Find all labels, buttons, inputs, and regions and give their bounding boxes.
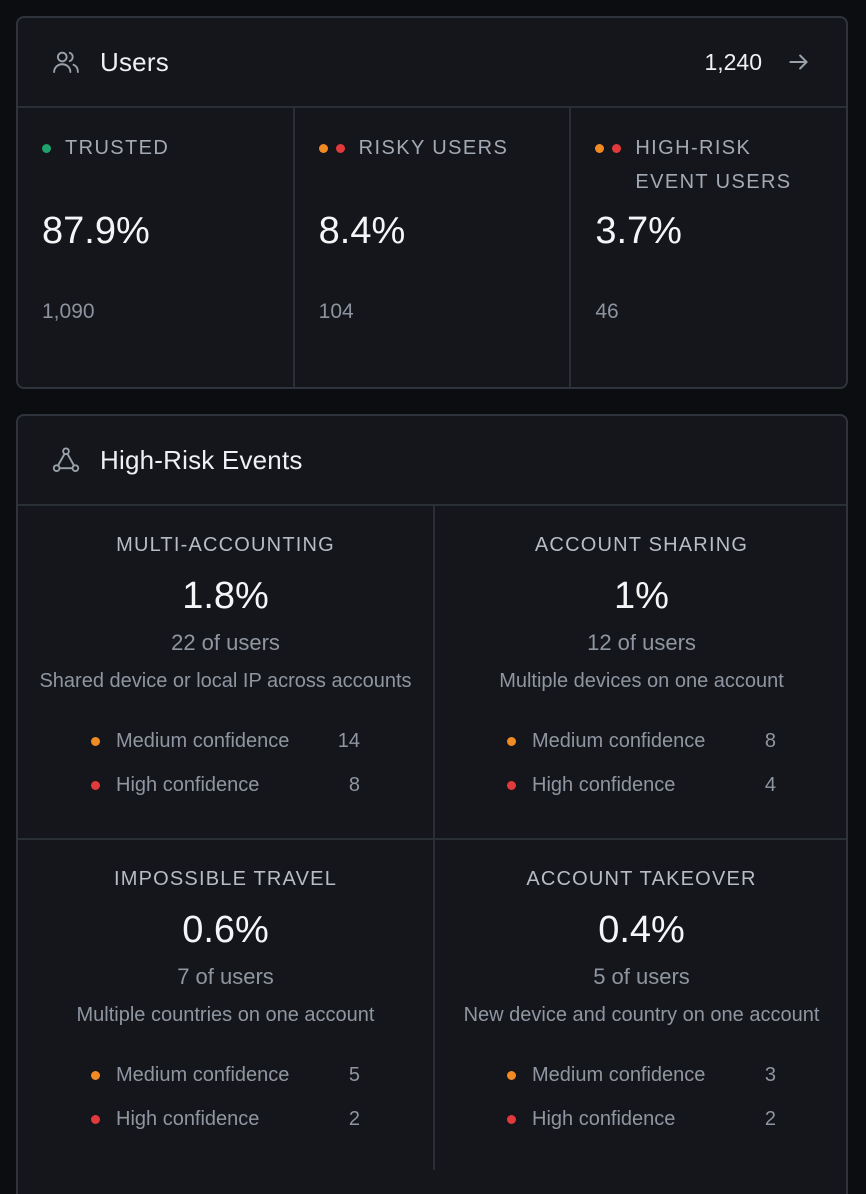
stat-count: 104 [318, 300, 354, 323]
status-dots [318, 136, 345, 160]
event-users: 7 of users [177, 964, 274, 989]
stat-label: TRUSTED [65, 137, 170, 159]
stat-value: 87.9% [42, 210, 150, 252]
confidence-count: 4 [764, 773, 776, 796]
stat-label: HIGH-RISK EVENT USERS [635, 137, 792, 193]
stat-value: 3.7% [595, 210, 682, 252]
high-confidence-row: High confidence 4 [507, 763, 776, 807]
red-dot [507, 1114, 516, 1124]
high-confidence-row: High confidence 2 [507, 1097, 776, 1141]
medium-confidence-row: Medium confidence 5 [91, 1053, 360, 1097]
event-description: Shared device or local IP across account… [39, 670, 412, 692]
orange-dot [507, 1070, 516, 1080]
medium-confidence-row: Medium confidence 3 [507, 1053, 776, 1097]
event-title: MULTI-ACCOUNTING [116, 534, 335, 556]
events-card-header: High-Risk Events [18, 416, 846, 506]
event-value: 0.4% [598, 909, 685, 951]
event-users: 12 of users [587, 630, 696, 655]
confidence-list: Medium confidence 8 High confidence 4 [507, 719, 776, 807]
confidence-count: 14 [337, 729, 360, 752]
event-title: ACCOUNT SHARING [534, 534, 749, 556]
status-dots [42, 136, 51, 160]
confidence-list: Medium confidence 14 High confidence 8 [91, 719, 360, 807]
event-users: 22 of users [171, 630, 280, 655]
orange-dot [91, 1070, 100, 1080]
orange-dot [91, 736, 100, 746]
high-risk-events-card: High-Risk Events MULTI-ACCOUNTING 1.8% 2… [16, 414, 848, 1194]
users-icon [50, 46, 82, 78]
red-dot [335, 143, 345, 153]
orange-dot [318, 143, 328, 153]
event-description: Multiple devices on one account [499, 670, 784, 692]
green-dot [42, 143, 51, 153]
confidence-label: Medium confidence [532, 729, 706, 752]
confidence-label: High confidence [532, 773, 676, 796]
event-impossible-travel[interactable]: IMPOSSIBLE TRAVEL 0.6% 7 of users Multip… [18, 838, 433, 1170]
confidence-label: Medium confidence [116, 1063, 290, 1086]
confidence-label: High confidence [116, 1107, 260, 1130]
medium-confidence-row: Medium confidence 8 [507, 719, 776, 763]
stat-value: 8.4% [318, 210, 406, 252]
confidence-count: 3 [764, 1063, 776, 1086]
event-value: 0.6% [182, 909, 269, 951]
stat-high-risk-event-users: HIGH-RISK EVENT USERS 3.7% 46 [569, 108, 846, 387]
event-value: 1% [614, 575, 669, 617]
users-total: 1,240 [704, 48, 762, 75]
medium-confidence-row: Medium confidence 14 [91, 719, 360, 763]
high-confidence-row: High confidence 8 [91, 763, 360, 807]
status-dots [595, 136, 622, 160]
event-account-takeover[interactable]: ACCOUNT TAKEOVER 0.4% 5 of users New dev… [433, 838, 846, 1170]
confidence-count: 2 [764, 1107, 776, 1130]
event-users: 5 of users [593, 964, 690, 989]
red-dot [507, 780, 516, 790]
confidence-label: High confidence [116, 773, 260, 796]
event-account-sharing[interactable]: ACCOUNT SHARING 1% 12 of users Multiple … [433, 506, 846, 838]
event-title: ACCOUNT TAKEOVER [526, 868, 757, 890]
red-dot [91, 1114, 100, 1124]
users-card: Users 1,240 TRUSTED 87.9% 1,090 [16, 16, 848, 389]
event-multi-accounting[interactable]: MULTI-ACCOUNTING 1.8% 22 of users Shared… [18, 506, 433, 838]
confidence-list: Medium confidence 5 High confidence 2 [91, 1053, 360, 1141]
confidence-label: High confidence [532, 1107, 676, 1130]
events-title: High-Risk Events [100, 444, 303, 475]
users-card-header[interactable]: Users 1,240 [18, 18, 846, 108]
event-title: IMPOSSIBLE TRAVEL [113, 868, 338, 890]
stat-trusted: TRUSTED 87.9% 1,090 [18, 108, 293, 387]
network-icon [50, 444, 82, 476]
confidence-list: Medium confidence 3 High confidence 2 [507, 1053, 776, 1141]
confidence-label: Medium confidence [532, 1063, 706, 1086]
arrow-right-icon[interactable] [786, 49, 812, 75]
red-dot [612, 143, 622, 153]
confidence-count: 8 [348, 773, 360, 796]
users-title: Users [100, 46, 169, 77]
high-confidence-row: High confidence 2 [91, 1097, 360, 1141]
confidence-label: Medium confidence [116, 729, 290, 752]
stat-count: 46 [595, 300, 619, 323]
event-description: New device and country on one account [463, 1004, 820, 1026]
red-dot [91, 780, 100, 790]
stat-count: 1,090 [42, 300, 95, 323]
event-description: Multiple countries on one account [76, 1004, 375, 1026]
orange-dot [595, 143, 605, 153]
confidence-count: 5 [348, 1063, 360, 1086]
stat-label: RISKY USERS [358, 137, 509, 159]
stat-risky-users: RISKY USERS 8.4% 104 [292, 108, 570, 387]
confidence-count: 8 [764, 729, 776, 752]
confidence-count: 2 [348, 1107, 360, 1130]
event-value: 1.8% [182, 575, 269, 617]
orange-dot [507, 736, 516, 746]
